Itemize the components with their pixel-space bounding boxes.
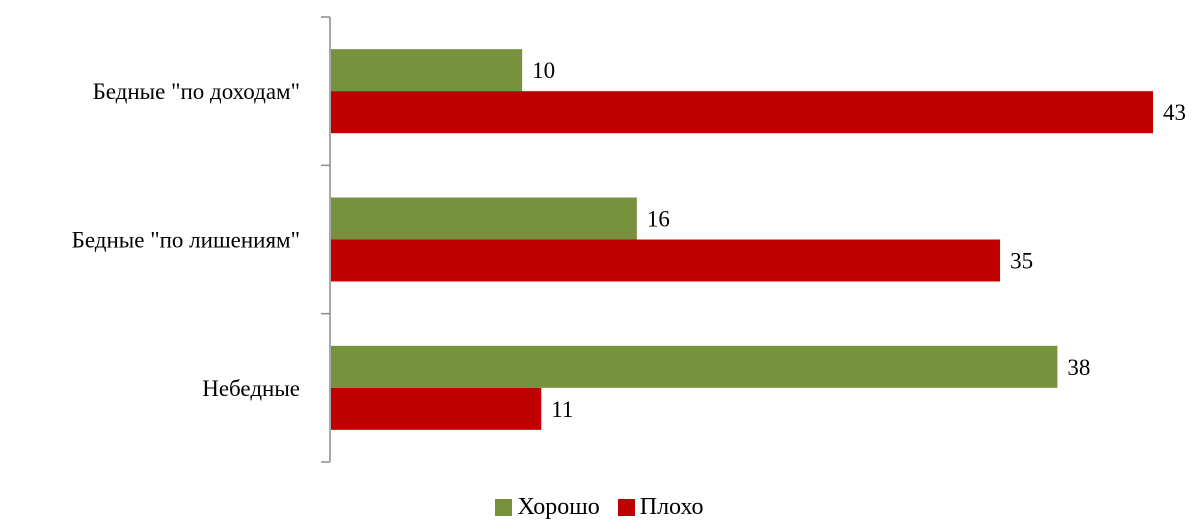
bar-good [331, 197, 637, 240]
data-label: 38 [1067, 355, 1090, 380]
data-label: 10 [532, 58, 555, 83]
category-label: Бедные "по доходам" [93, 79, 300, 104]
legend-item-good: Хорошо [495, 494, 600, 521]
legend-swatch-bad [617, 499, 635, 516]
bar-good [331, 345, 1058, 388]
data-label: 16 [647, 207, 670, 232]
legend-item-bad: Плохо [617, 494, 704, 521]
data-label: 11 [551, 397, 573, 422]
legend-label-good: Хорошо [517, 494, 600, 520]
bar-bad [331, 387, 542, 430]
category-label: Небедные [202, 376, 300, 401]
bar-good [331, 49, 523, 92]
category-label: Бедные "по лишениям" [72, 228, 300, 253]
bar-bad [331, 239, 1001, 282]
bar-chart: Бедные "по доходам" 10 43 Бедные "по лишени… [72, 16, 1186, 463]
legend-swatch-good [495, 499, 513, 516]
data-label: 35 [1010, 249, 1033, 274]
data-label: 43 [1163, 100, 1186, 125]
legend-label-bad: Плохо [639, 494, 704, 520]
bar-bad [331, 91, 1153, 134]
legend: Хорошо Плохо [0, 494, 1199, 523]
